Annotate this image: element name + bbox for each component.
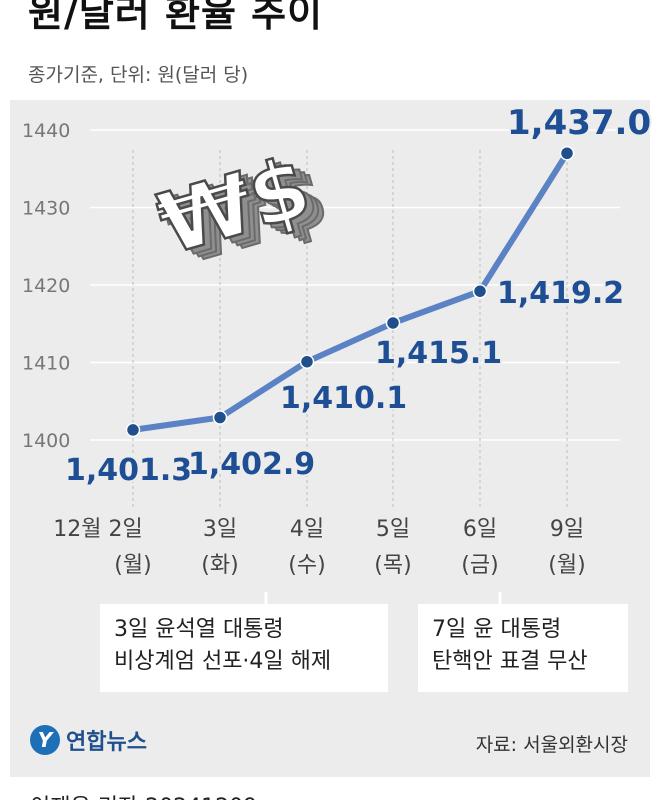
y-tick-label: 1430 [22,198,70,220]
data-point [559,146,575,161]
data-labels: 1,401.31,402.9 1,410.1 1,415.1 1,419.2 1,437… [63,101,653,490]
line-chart: 1400 1410 1420 1430 1440 12월 2일 (월) 3일 (화) 4일 (수)… [22,101,653,604]
x-tick-label: 4일 [290,517,324,542]
data-label: 1,415.1 [375,336,502,371]
x-tick-label: 3일 [203,517,237,542]
y-tick-label: 1410 [22,353,70,375]
x-tick-label: 6일 [463,517,497,542]
grid [90,129,620,604]
chart-title: 원/달러 환율 추이 [28,0,324,35]
note-line: 3일 윤석열 대통령 [114,617,284,642]
x-tick-label: 9일 [550,517,584,542]
note-line: 비상계엄 선포·4일 해제 [114,649,332,674]
data-point [125,422,141,438]
y-tick-label: 1440 [22,120,70,142]
won-dollar-3d-icon: ₩$ ₩$ ₩$ ₩$ [147,136,339,284]
credit-line: 이재윤 기자 20241209 [30,789,257,800]
data-point [299,354,315,369]
logo-text: 연합뉴스 [66,730,147,755]
note-line: 7일 윤 대통령 [432,617,562,642]
x-tick-label: 12월 2일 [53,517,142,542]
data-label: 1,402.9 [188,447,315,482]
source-note: 자료: 서울외환시장 [475,734,628,756]
note-line: 탄핵안 표결 무산 [432,649,588,674]
x-tick-weekday: (월) [548,553,585,578]
credit-band: 이재윤 기자 20241209 [0,777,658,800]
header: 원/달러 환율 추이 종가기준, 단위: 원(달러 당) [0,0,658,100]
event-note-impeachment-vote: 7일 윤 대통령 탄핵안 표결 무산 [418,604,628,692]
y-tick-label: 1420 [22,275,70,297]
series-line [130,150,570,433]
data-point [472,283,488,299]
x-tick-weekday: (월) [114,553,151,578]
chart-subtitle: 종가기준, 단위: 원(달러 당) [28,64,249,86]
y-tick-label: 1400 [22,430,70,452]
data-point [212,410,228,425]
x-tick-weekday: (화) [201,553,238,578]
x-axis: 12월 2일 (월) 3일 (화) 4일 (수) 5일 (목) 6일 (금) 9일 (월) [53,517,585,578]
x-tick-weekday: (금) [461,553,498,578]
event-note-martial-law: 3일 윤석열 대통령 비상계엄 선포·4일 해제 [100,604,388,692]
x-tick-weekday: (목) [374,553,411,578]
yonhap-logo: Y 연합뉴스 [30,724,147,756]
yonhap-logo-icon: Y [30,725,60,755]
data-points [125,146,575,438]
x-tick-label: 5일 [376,517,410,542]
data-label: 1,401.3 [65,453,192,488]
x-tick-weekday: (수) [288,553,325,578]
data-label: 1,437.0 [507,103,651,143]
data-label: 1,410.1 [280,381,407,416]
y-axis: 1400 1410 1420 1430 1440 [22,120,70,452]
data-point [385,315,401,331]
data-label: 1,419.2 [497,276,624,311]
